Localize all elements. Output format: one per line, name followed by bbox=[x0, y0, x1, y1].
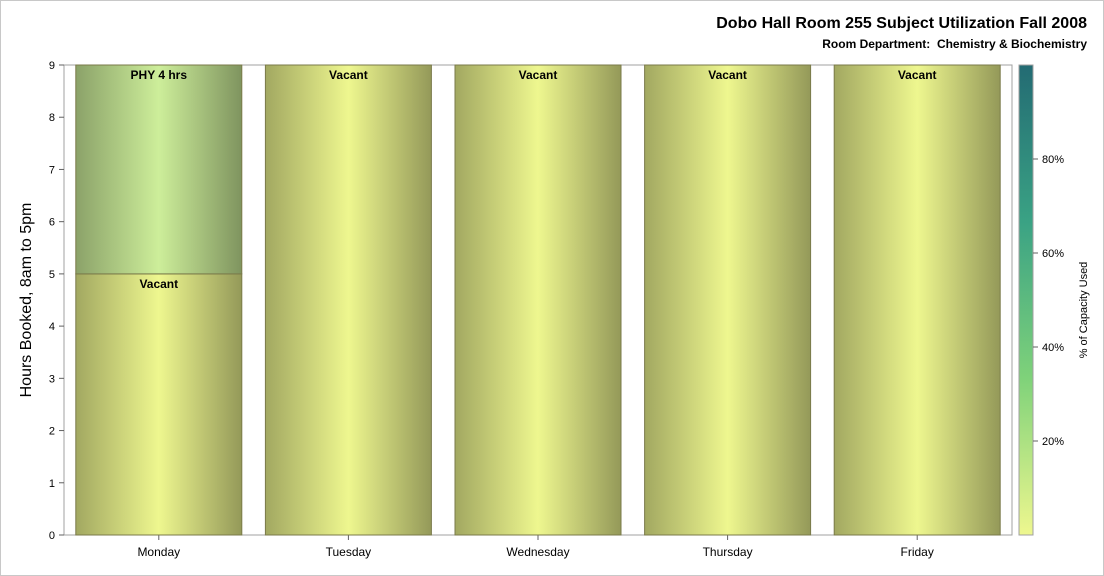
y-axis-title: Hours Booked, 8am to 5pm bbox=[18, 203, 35, 398]
y-tick-label: 9 bbox=[49, 60, 55, 72]
bar-segment-label: Vacant bbox=[329, 68, 368, 82]
colorbar-title: % of Capacity Used bbox=[1078, 262, 1090, 359]
bar-segment-label: Vacant bbox=[898, 68, 937, 82]
bar-segment-label: PHY 4 hrs bbox=[131, 68, 188, 82]
x-tick-label: Thursday bbox=[703, 545, 753, 559]
bar-segment bbox=[75, 64, 243, 275]
y-tick-label: 3 bbox=[49, 373, 55, 385]
y-tick-label: 6 bbox=[49, 217, 55, 229]
bar-segment bbox=[264, 64, 432, 536]
y-tick-label: 7 bbox=[49, 164, 55, 176]
colorbar-tick-label: 20% bbox=[1042, 436, 1064, 448]
bar-segment-label: Vacant bbox=[519, 68, 558, 82]
chart-subtitle: Room Department: Chemistry & Biochemistr… bbox=[822, 37, 1087, 51]
bar-segment bbox=[454, 64, 622, 536]
y-tick-label: 2 bbox=[49, 426, 55, 438]
y-tick-label: 8 bbox=[49, 112, 55, 124]
y-tick-label: 4 bbox=[49, 321, 55, 333]
bar-segment bbox=[644, 64, 812, 536]
colorbar-tick-label: 40% bbox=[1042, 342, 1064, 354]
y-tick-label: 5 bbox=[49, 269, 55, 281]
bar-segment bbox=[833, 64, 1001, 536]
colorbar-tick-label: 80% bbox=[1042, 154, 1064, 166]
bar-segment bbox=[75, 273, 243, 536]
x-tick-label: Friday bbox=[901, 545, 934, 559]
y-tick-label: 0 bbox=[49, 530, 55, 542]
x-tick-label: Tuesday bbox=[326, 545, 372, 559]
x-tick-label: Wednesday bbox=[506, 545, 569, 559]
chart-title: Dobo Hall Room 255 Subject Utilization F… bbox=[716, 15, 1087, 32]
bar-segment-label: Vacant bbox=[139, 277, 178, 291]
bar-segment-label: Vacant bbox=[708, 68, 747, 82]
x-tick-label: Monday bbox=[137, 545, 180, 559]
colorbar-gradient bbox=[1018, 64, 1034, 536]
colorbar-tick-label: 60% bbox=[1042, 248, 1064, 260]
y-tick-label: 1 bbox=[49, 478, 55, 490]
